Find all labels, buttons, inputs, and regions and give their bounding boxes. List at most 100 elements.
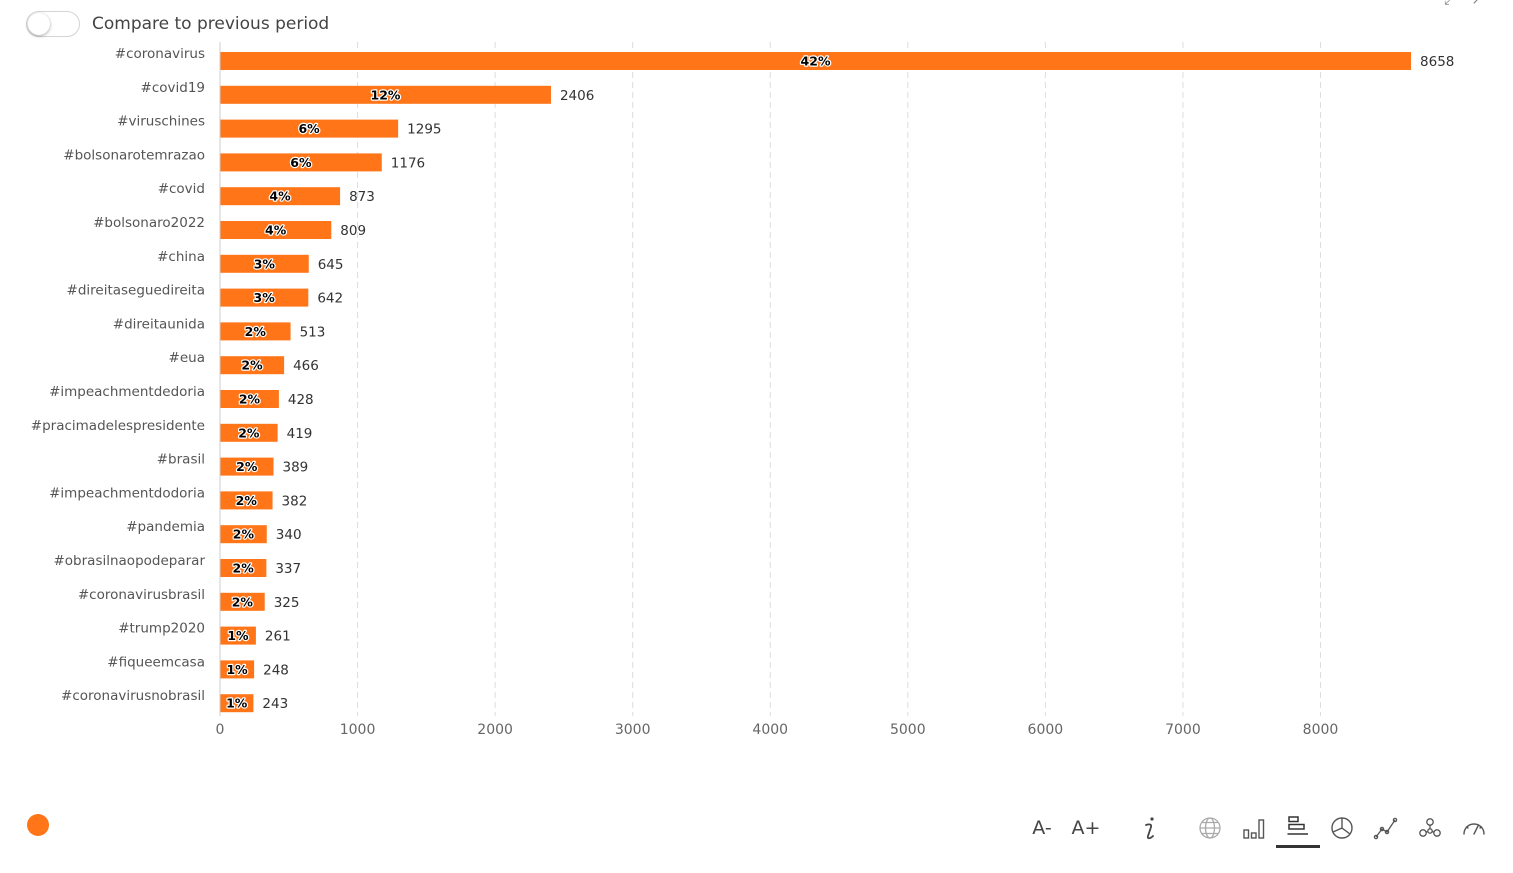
bar[interactable] xyxy=(220,660,255,679)
bar[interactable] xyxy=(220,187,341,206)
category-label: #coronavirusbrasil xyxy=(78,587,205,603)
compare-toggle-row: Compare to previous period xyxy=(26,10,329,38)
value-label: 340 xyxy=(276,527,302,543)
category-label: #brasil xyxy=(157,452,205,468)
bar[interactable] xyxy=(220,457,274,476)
value-label: 325 xyxy=(274,595,300,611)
bar[interactable] xyxy=(220,694,254,713)
value-label: 419 xyxy=(287,426,313,442)
category-label: #impeachmentdedoria xyxy=(49,384,205,400)
percent-label: 3% xyxy=(254,290,276,305)
category-label: #covid19 xyxy=(141,80,205,96)
corner-icons: ⤢ ↗ xyxy=(1444,0,1483,8)
network-icon[interactable] xyxy=(1408,810,1452,846)
bar[interactable] xyxy=(220,491,273,510)
value-label: 261 xyxy=(265,629,291,645)
bar-chart: #coronavirus 42% 8658 #covid19 12% 2406 #virus… xyxy=(31,42,1454,738)
value-label: 389 xyxy=(283,460,309,476)
info-icon[interactable] xyxy=(1128,810,1172,846)
value-label: 428 xyxy=(288,392,314,408)
bar[interactable] xyxy=(220,52,1412,70)
bar[interactable] xyxy=(220,356,285,375)
value-label: 873 xyxy=(349,189,375,205)
percent-label: 2% xyxy=(239,392,261,407)
value-label: 1176 xyxy=(391,155,425,171)
percent-label: 2% xyxy=(232,594,254,609)
percent-label: 2% xyxy=(236,493,258,508)
bar[interactable] xyxy=(220,423,278,442)
bar-chart-icon[interactable] xyxy=(1276,808,1320,848)
gauge-icon[interactable] xyxy=(1452,810,1496,846)
percent-label: 4% xyxy=(269,189,291,204)
bar[interactable] xyxy=(220,525,267,544)
category-label: #direitaseguedireita xyxy=(67,283,205,299)
toggle-knob xyxy=(28,13,50,35)
percent-label: 3% xyxy=(254,256,276,271)
x-tick-label: 7000 xyxy=(1165,722,1201,738)
grid-lines xyxy=(357,42,1321,716)
bar[interactable] xyxy=(220,288,309,307)
percent-label: 1% xyxy=(226,662,248,677)
bar[interactable] xyxy=(220,626,256,645)
percent-label: 2% xyxy=(245,324,267,339)
column-chart-icon[interactable] xyxy=(1232,810,1276,846)
x-axis: 0 1000 2000 3000 4000 5000 6000 7000 8000 xyxy=(216,42,1339,738)
value-label: 809 xyxy=(340,223,366,239)
x-tick-label: 0 xyxy=(216,722,225,738)
value-label: 248 xyxy=(263,662,289,678)
fullscreen-icon[interactable]: ⤢ xyxy=(1444,0,1456,8)
percent-label: 2% xyxy=(241,358,263,373)
category-label: #covid xyxy=(158,181,205,197)
pie-chart-icon[interactable] xyxy=(1320,810,1364,846)
bar[interactable] xyxy=(220,153,382,172)
value-label: 337 xyxy=(275,561,301,577)
bar[interactable] xyxy=(220,559,267,577)
bars: #coronavirus 42% 8658 #covid19 12% 2406 #virus… xyxy=(31,46,1454,713)
x-tick-label: 4000 xyxy=(752,722,788,738)
bar[interactable] xyxy=(220,221,332,239)
category-label: #bolsonarotemrazao xyxy=(63,147,205,163)
category-label: #coronavirus xyxy=(115,46,205,62)
bar[interactable] xyxy=(220,254,309,273)
percent-label: 4% xyxy=(265,223,287,238)
category-label: #direitaunida xyxy=(113,316,205,332)
compare-toggle-label: Compare to previous period xyxy=(92,14,330,34)
category-label: #viruschines xyxy=(117,114,205,130)
percent-label: 42% xyxy=(801,54,831,69)
bar[interactable] xyxy=(220,592,265,611)
category-label: #obrasilnaopodeparar xyxy=(53,553,205,569)
globe-icon[interactable] xyxy=(1188,810,1232,846)
percent-label: 6% xyxy=(290,155,312,170)
value-label: 2406 xyxy=(560,88,594,104)
external-link-icon[interactable]: ↗ xyxy=(1471,0,1483,8)
value-label: 382 xyxy=(282,493,308,509)
x-tick-label: 6000 xyxy=(1028,722,1064,738)
font-decrease-button[interactable]: A- xyxy=(1032,817,1052,839)
percent-label: 1% xyxy=(226,696,248,711)
legend-marker[interactable] xyxy=(27,814,49,836)
category-label: #trump2020 xyxy=(118,621,205,637)
category-label: #eua xyxy=(169,350,205,366)
category-label: #china xyxy=(157,249,205,265)
compare-toggle[interactable] xyxy=(26,11,80,37)
percent-label: 2% xyxy=(236,459,258,474)
bar[interactable] xyxy=(220,322,291,341)
bar[interactable] xyxy=(220,390,279,408)
value-label: 1295 xyxy=(407,122,441,138)
category-label: #fiqueemcasa xyxy=(107,654,205,670)
x-tick-label: 3000 xyxy=(615,722,651,738)
line-chart-icon[interactable] xyxy=(1364,810,1408,846)
value-label: 243 xyxy=(262,696,288,712)
category-label: #impeachmentdodoria xyxy=(49,485,205,501)
font-increase-button[interactable]: A+ xyxy=(1071,817,1101,839)
bar[interactable] xyxy=(220,85,551,104)
chart-toolbar: A- A+ xyxy=(1020,808,1496,848)
percent-label: 2% xyxy=(233,527,255,542)
bar[interactable] xyxy=(220,119,399,138)
x-tick-label: 2000 xyxy=(477,722,513,738)
value-label: 645 xyxy=(318,257,344,273)
percent-label: 2% xyxy=(233,561,255,576)
x-tick-label: 8000 xyxy=(1303,722,1339,738)
value-label: 8658 xyxy=(1420,54,1454,70)
percent-label: 2% xyxy=(238,425,260,440)
